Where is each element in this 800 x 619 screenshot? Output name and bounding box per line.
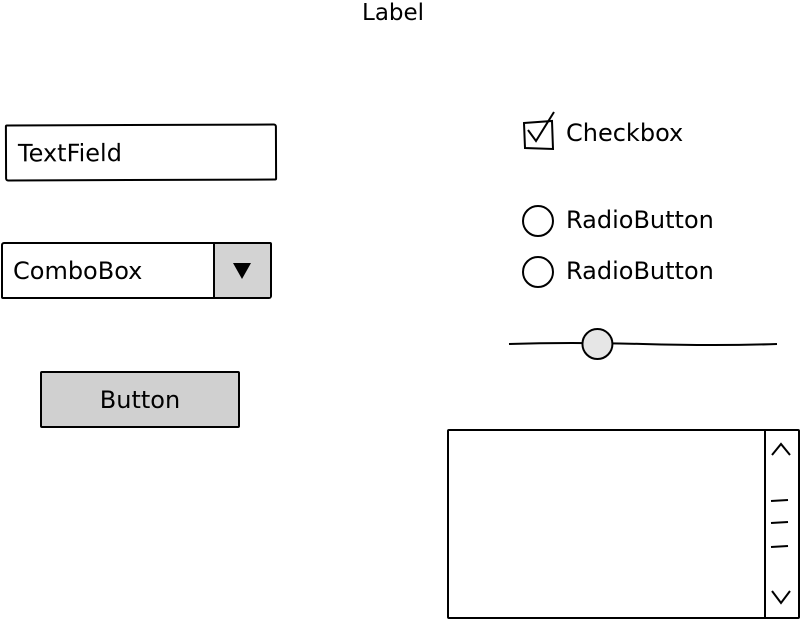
combo-box-dropdown-button[interactable] xyxy=(213,244,270,297)
checkmark-icon xyxy=(522,111,555,151)
list-box[interactable] xyxy=(447,429,800,619)
combo-box[interactable]: ComboBox xyxy=(1,242,272,299)
combo-box-value: ComboBox xyxy=(13,257,143,285)
slider[interactable] xyxy=(508,325,778,363)
label: Label xyxy=(362,0,425,26)
scrollbar[interactable] xyxy=(764,431,798,617)
slider-track xyxy=(508,342,778,346)
scrollbar-grip[interactable] xyxy=(766,489,798,553)
text-field-value: TextField xyxy=(17,139,122,168)
radio-button-1[interactable] xyxy=(522,205,554,237)
radio-button-2-label: RadioButton xyxy=(566,257,714,285)
slider-thumb[interactable] xyxy=(581,328,614,360)
chevron-down-icon[interactable] xyxy=(766,587,798,607)
text-field[interactable]: TextField xyxy=(4,123,278,182)
checkbox-label: Checkbox xyxy=(566,119,684,147)
button-label: Button xyxy=(99,385,181,414)
slider-graphic xyxy=(508,328,778,360)
triangle-down-icon xyxy=(233,263,251,279)
chevron-up-icon[interactable] xyxy=(766,439,798,459)
button[interactable]: Button xyxy=(40,371,240,428)
radio-button-1-label: RadioButton xyxy=(566,206,714,234)
checkbox[interactable] xyxy=(520,110,556,152)
radio-button-2[interactable] xyxy=(522,256,554,288)
